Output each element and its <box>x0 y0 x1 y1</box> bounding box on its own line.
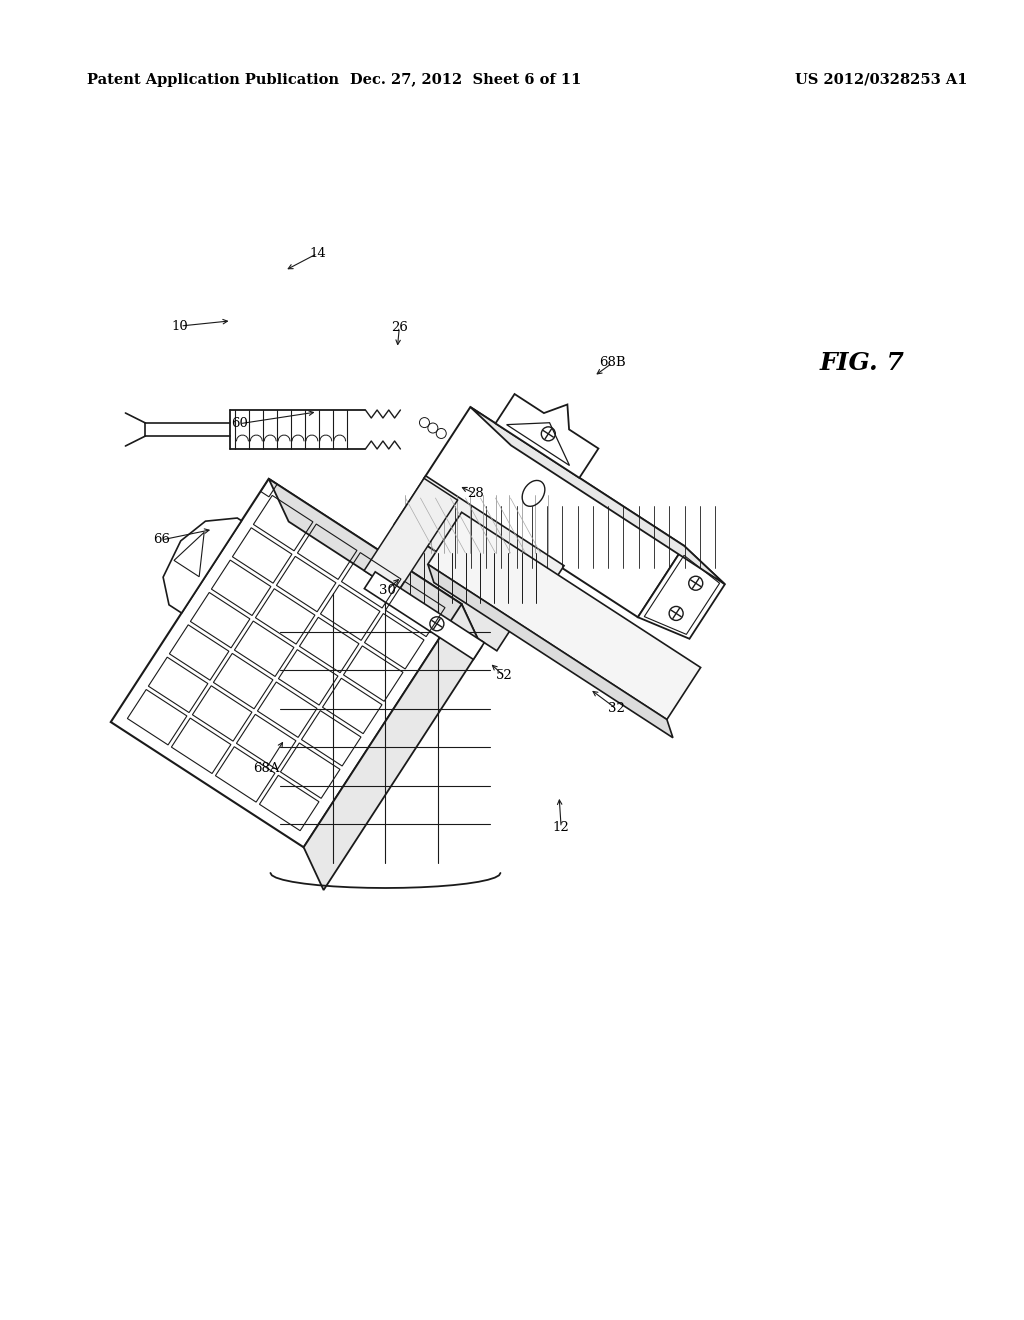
Polygon shape <box>394 475 564 614</box>
Text: 68B: 68B <box>599 356 626 370</box>
Polygon shape <box>163 517 242 612</box>
Polygon shape <box>638 546 725 639</box>
Polygon shape <box>365 478 458 593</box>
Polygon shape <box>428 564 673 738</box>
Polygon shape <box>424 407 684 618</box>
Polygon shape <box>268 479 481 647</box>
Polygon shape <box>496 395 598 478</box>
Text: 28: 28 <box>467 487 483 500</box>
Polygon shape <box>371 527 524 651</box>
Text: 10: 10 <box>172 319 188 333</box>
Text: 30: 30 <box>379 583 395 597</box>
Text: US 2012/0328253 A1: US 2012/0328253 A1 <box>796 73 968 87</box>
Polygon shape <box>365 572 484 660</box>
Text: FIG. 7: FIG. 7 <box>819 351 904 375</box>
Polygon shape <box>111 479 462 847</box>
Polygon shape <box>470 407 725 585</box>
Polygon shape <box>428 512 700 719</box>
Text: 12: 12 <box>553 821 569 834</box>
Text: 66: 66 <box>154 533 170 546</box>
Text: 68A: 68A <box>253 762 280 775</box>
Text: 60: 60 <box>231 417 248 430</box>
Text: 14: 14 <box>309 247 326 260</box>
Text: Dec. 27, 2012  Sheet 6 of 11: Dec. 27, 2012 Sheet 6 of 11 <box>350 73 582 87</box>
Text: 52: 52 <box>496 669 512 682</box>
Text: Patent Application Publication: Patent Application Publication <box>87 73 339 87</box>
Text: 26: 26 <box>391 321 408 334</box>
Text: 32: 32 <box>608 702 625 715</box>
Polygon shape <box>304 605 481 890</box>
